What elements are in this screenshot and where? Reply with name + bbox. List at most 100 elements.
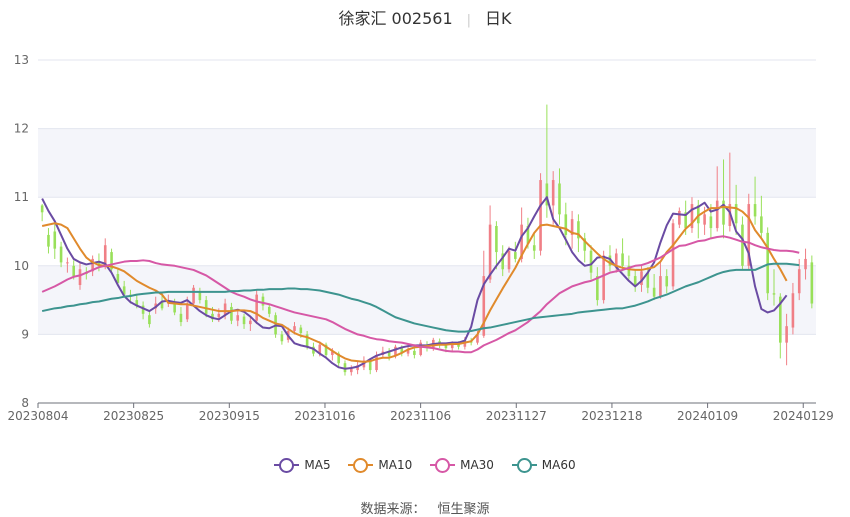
candle-body [526,226,530,244]
candle-body [602,255,605,301]
x-tick-label: 20230825 [103,409,164,423]
legend-label-ma5: MA5 [304,458,331,472]
legend-swatch-ma10 [348,458,374,473]
candle-body [135,300,139,306]
candle-body [551,180,555,206]
candle-body [646,272,650,288]
candle-body [766,232,769,294]
candle-body [204,300,208,314]
candle-body [797,269,801,294]
candle-body [760,216,763,233]
legend-item-ma60[interactable]: MA60 [511,458,576,473]
candle-body [419,342,422,355]
candle-body [356,365,359,371]
legend-item-ma5[interactable]: MA5 [274,458,331,473]
title-separator: | [466,13,472,28]
candle-body [532,245,536,251]
line-ma10 [41,205,788,363]
candle-body [791,293,795,328]
y-tick-label: 12 [14,122,29,136]
candle-body [614,253,618,266]
candle-body [179,313,183,323]
candle-body [349,368,353,373]
candle-body [249,320,252,325]
candle-body [280,334,284,342]
candle-body [520,224,523,259]
legend-label-ma60: MA60 [541,458,576,472]
candle-body [242,316,246,325]
candle-body [400,348,404,354]
candle-body [387,351,391,357]
source-name: 恒生聚源 [437,502,490,517]
candle-body [343,363,347,373]
candle-body [375,354,378,371]
candle-body [627,265,631,277]
period-label: 日K [485,9,512,28]
candle-body [779,296,782,343]
legend-item-ma10[interactable]: MA10 [348,458,413,473]
legend-swatch-ma5 [274,458,300,473]
candle-body [488,224,492,280]
line-ma30 [41,235,800,354]
candle-body [324,344,328,355]
candle-body [684,212,687,229]
legend-marker-ma5 [279,458,295,473]
candle-body [753,204,757,217]
candle-body [267,306,271,314]
legend-label-ma10: MA10 [378,458,413,472]
candle-body [72,265,75,277]
x-tick-label: 20231127 [486,409,547,423]
candle-body [66,262,69,264]
candle-body [223,303,227,316]
candle-body [198,291,202,301]
candle-body [305,334,309,347]
legend-label-ma30: MA30 [460,458,494,472]
candle-body [482,276,486,336]
y-tick-label: 10 [14,259,29,273]
candle-body [545,183,549,206]
candle-body [734,204,738,224]
source-label: 数据来源： [360,502,426,517]
candle-body [413,350,416,355]
candle-body [659,276,662,297]
candle-body [337,353,340,364]
x-tick-label: 20231106 [390,409,451,423]
candle-body [690,204,694,229]
candle-body [185,303,189,320]
candle-body [715,200,719,229]
legend-item-ma30[interactable]: MA30 [430,458,494,473]
candle-body [59,246,63,263]
candle-body [103,245,107,268]
candle-body [741,224,744,266]
legend-swatch-ma60 [511,458,537,473]
candle-body [217,313,221,318]
candle-body [722,200,725,225]
candle-body [810,262,814,304]
candle-body [709,216,713,229]
candle-body [696,205,700,224]
legend-marker-ma30 [435,458,451,473]
candle-body [406,349,410,354]
x-tick-label: 20231218 [581,409,642,423]
candle-body [621,253,624,266]
candle-body [78,269,82,286]
candle-body [116,274,120,283]
legend-marker-ma60 [516,458,532,473]
candle-body [501,253,505,270]
y-tick-label: 8 [21,396,29,410]
candle-body [457,344,460,347]
legend: MA5 MA10 MA30 MA60 [0,458,850,475]
candle-body [633,276,637,287]
x-tick-label: 20240109 [677,409,738,423]
candle-body [394,346,397,357]
grid-band [38,128,816,198]
candle-body [804,258,807,270]
x-tick-label: 20230915 [199,409,260,423]
candle-body [703,214,706,225]
candle-body [577,221,580,239]
candle-body [476,334,479,343]
candle-body [514,252,517,259]
candle-body [539,180,542,251]
candle-body [255,294,258,321]
legend-marker-ma10 [353,458,369,473]
